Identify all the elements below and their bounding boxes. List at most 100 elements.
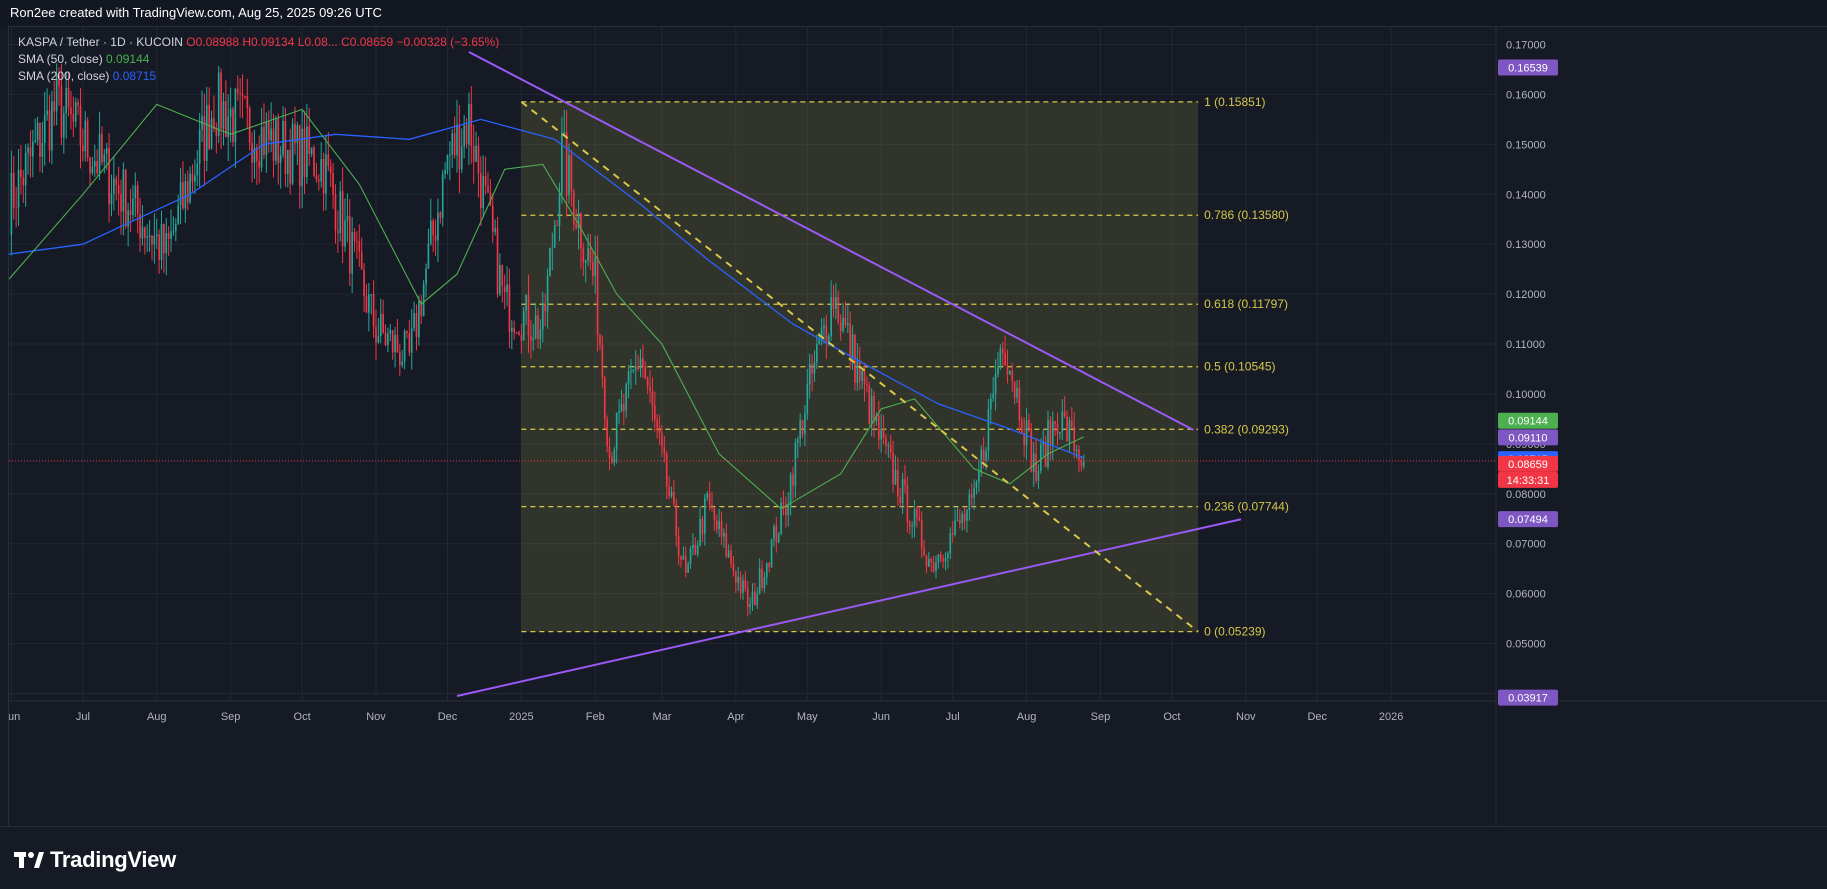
candle-body (67, 87, 70, 108)
candle-body (665, 453, 668, 487)
candle-body (808, 364, 811, 385)
candle-body (174, 223, 177, 231)
candle-body (727, 550, 730, 558)
candle-body (82, 145, 84, 152)
attribution-text: Ron2ee created with TradingView.com, Aug… (10, 5, 382, 20)
candle-body (139, 214, 141, 239)
candle-body (882, 429, 885, 438)
candle-body (677, 536, 680, 557)
candle-body (468, 103, 470, 145)
candle-body (673, 491, 675, 504)
candle-body (170, 231, 172, 239)
candle-body (973, 487, 975, 498)
candle-body (746, 588, 749, 608)
candle-body (622, 404, 625, 411)
chart-legend: KASPA / Tether · 1D · KUCOIN O0.08988 H0… (18, 34, 499, 85)
legend-sma50-row[interactable]: SMA (50, close) 0.09144 (18, 51, 499, 68)
candle-body (1023, 433, 1025, 445)
candle-body (823, 325, 825, 328)
candle-body (1056, 423, 1059, 435)
candle-body (792, 474, 794, 486)
candle-body (153, 235, 156, 245)
price-chart[interactable]: 1 (0.15851) 0.786 (0.13580) 0.618 (0.11797… (9, 27, 1827, 826)
candle-body (74, 102, 77, 122)
candle-body (558, 193, 561, 226)
sma200-label[interactable]: SMA (200, close) (18, 69, 110, 83)
candle-body (556, 224, 558, 226)
candle-body (284, 120, 287, 174)
candle-body (656, 419, 659, 428)
fibonacci-level-label: 0.786 (0.13580) (1204, 208, 1289, 222)
price-badge-label: 14:33:31 (1507, 475, 1550, 487)
sma50-value: 0.09144 (106, 52, 150, 66)
candle-body (939, 554, 942, 559)
candle-body (329, 166, 332, 174)
candle-body (196, 164, 199, 176)
candle-body (1025, 420, 1028, 445)
candle-body (463, 125, 465, 147)
candle-body (587, 247, 589, 261)
chart-frame[interactable]: 1 (0.15851) 0.786 (0.13580) 0.618 (0.11797… (8, 26, 1827, 827)
candle-body (653, 406, 656, 420)
candle-body (1049, 420, 1052, 447)
candle-body (870, 395, 873, 424)
candles-group (10, 63, 1085, 617)
candle-body (194, 175, 196, 182)
candle-body (496, 228, 499, 294)
candle-body (951, 532, 954, 535)
candle-body (96, 161, 99, 174)
candle-body (749, 603, 751, 608)
candle-body (410, 328, 413, 353)
candle-body (389, 330, 392, 334)
candle-body (408, 333, 411, 353)
x-axis-tick-label: Oct (294, 711, 311, 723)
candle-body (518, 332, 520, 336)
candle-body (260, 127, 263, 168)
candle-body (537, 315, 539, 340)
legend-symbol-row[interactable]: KASPA / Tether · 1D · KUCOIN O0.08988 H0… (18, 34, 499, 51)
candle-body (978, 471, 980, 482)
candle-body (904, 479, 906, 485)
symbol-name[interactable]: KASPA / Tether · 1D · KUCOIN (18, 35, 183, 49)
candle-body (1035, 453, 1037, 481)
candle-body (1070, 420, 1073, 427)
candle-body (796, 439, 799, 443)
candle-body (320, 159, 323, 182)
candle-body (179, 182, 182, 206)
candle-body (1080, 460, 1083, 467)
candle-body (110, 193, 113, 205)
candle-body (434, 235, 437, 241)
candle-body (644, 365, 647, 378)
tradingview-logo[interactable]: TradingView (14, 847, 176, 873)
candle-body (806, 384, 809, 414)
candle-body (911, 526, 913, 528)
candle-body (551, 247, 554, 249)
candle-body (775, 526, 778, 543)
x-axis-tick-label: Jun (9, 711, 20, 723)
candle-body (780, 502, 782, 535)
candle-body (751, 591, 754, 604)
candle-body (437, 212, 439, 241)
candle-body (920, 520, 923, 548)
candle-body (363, 269, 365, 296)
candle-body (506, 284, 508, 293)
candle-body (866, 384, 868, 386)
candle-body (568, 154, 570, 196)
fibonacci-level-label: 0.618 (0.11797) (1204, 297, 1288, 311)
candle-body (337, 230, 339, 234)
candle-body (308, 126, 311, 154)
candle-body (630, 370, 632, 372)
candle-body (341, 191, 344, 247)
candle-body (46, 110, 48, 116)
candle-body (213, 118, 215, 129)
candle-body (720, 520, 723, 537)
candle-body (275, 118, 277, 161)
candle-body (303, 128, 306, 177)
legend-sma200-row[interactable]: SMA (200, close) 0.08715 (18, 68, 499, 85)
candle-body (725, 532, 728, 558)
price-badge (1498, 689, 1558, 706)
sma50-label[interactable]: SMA (50, close) (18, 52, 103, 66)
y-axis-tick-label: 0.13000 (1506, 239, 1546, 251)
candle-body (453, 133, 456, 156)
candle-body (513, 327, 516, 333)
